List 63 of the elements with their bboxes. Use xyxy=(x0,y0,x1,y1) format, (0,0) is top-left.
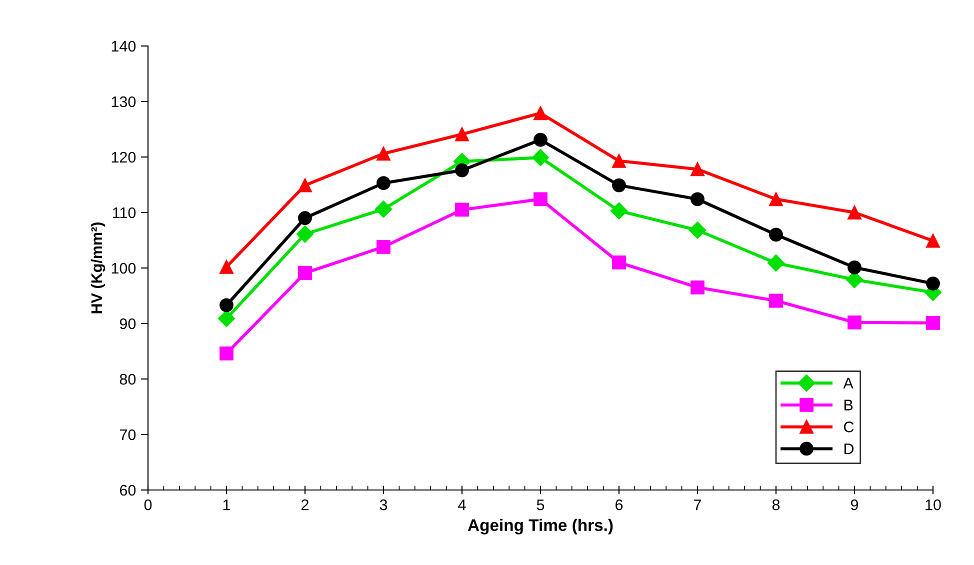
point xyxy=(376,176,390,190)
point xyxy=(769,192,783,206)
point xyxy=(455,127,469,142)
point xyxy=(220,298,234,312)
point xyxy=(296,226,314,243)
point xyxy=(848,206,862,220)
point xyxy=(218,310,236,328)
x-tick-label: 5 xyxy=(536,500,544,510)
y-tick-label: 140 xyxy=(112,40,136,52)
point xyxy=(612,154,626,168)
x-tick-label: 8 xyxy=(772,499,780,510)
point xyxy=(690,162,704,176)
y-tick-label: 120 xyxy=(112,152,136,163)
point xyxy=(534,106,548,120)
point xyxy=(926,276,940,290)
y-tick-label: 80 xyxy=(120,374,136,385)
x-tick-label: 6 xyxy=(616,499,623,510)
y-tick-label: 90 xyxy=(120,318,136,330)
point xyxy=(374,200,392,218)
point xyxy=(769,228,783,242)
legend-label: C xyxy=(844,422,854,432)
x-tick-label: 3 xyxy=(380,499,388,510)
point xyxy=(690,280,704,294)
point xyxy=(455,202,469,217)
x-axis-title: Ageing Time (hrs.) xyxy=(468,518,613,534)
y-axis-title: HV (Kg/mm²) xyxy=(90,222,106,314)
x-tick-label: 9 xyxy=(850,499,858,510)
point xyxy=(376,146,390,161)
point xyxy=(298,178,312,192)
point xyxy=(767,254,785,272)
x-tick-label: 4 xyxy=(458,500,466,510)
point xyxy=(926,234,940,248)
point xyxy=(220,260,234,274)
point xyxy=(690,192,704,206)
legend-label: B xyxy=(844,400,853,410)
legend-label: D xyxy=(844,444,854,454)
y-tick-label: 100 xyxy=(112,262,136,274)
legend-label: A xyxy=(843,378,854,388)
y-tick-label: 60 xyxy=(120,484,136,496)
point xyxy=(220,346,234,360)
point xyxy=(688,222,706,239)
point xyxy=(532,149,550,166)
point xyxy=(612,256,626,270)
point xyxy=(298,211,312,225)
point xyxy=(612,178,626,192)
point xyxy=(769,294,783,308)
point xyxy=(610,202,628,220)
y-tick-label: 70 xyxy=(120,429,136,440)
x-tick-label: 7 xyxy=(694,500,701,510)
y-tick-label: 110 xyxy=(113,207,136,218)
x-tick-label: 10 xyxy=(926,499,941,510)
point xyxy=(926,316,940,330)
point xyxy=(848,260,862,274)
x-tick-label: 2 xyxy=(302,499,308,510)
x-tick-label: 0 xyxy=(144,499,152,510)
y-tick-label: 130 xyxy=(112,96,136,108)
point xyxy=(298,266,312,280)
point xyxy=(455,163,469,178)
point xyxy=(534,132,548,147)
point xyxy=(534,192,548,206)
x-tick-label: 1 xyxy=(223,500,230,510)
point xyxy=(848,315,862,330)
point xyxy=(376,240,390,254)
